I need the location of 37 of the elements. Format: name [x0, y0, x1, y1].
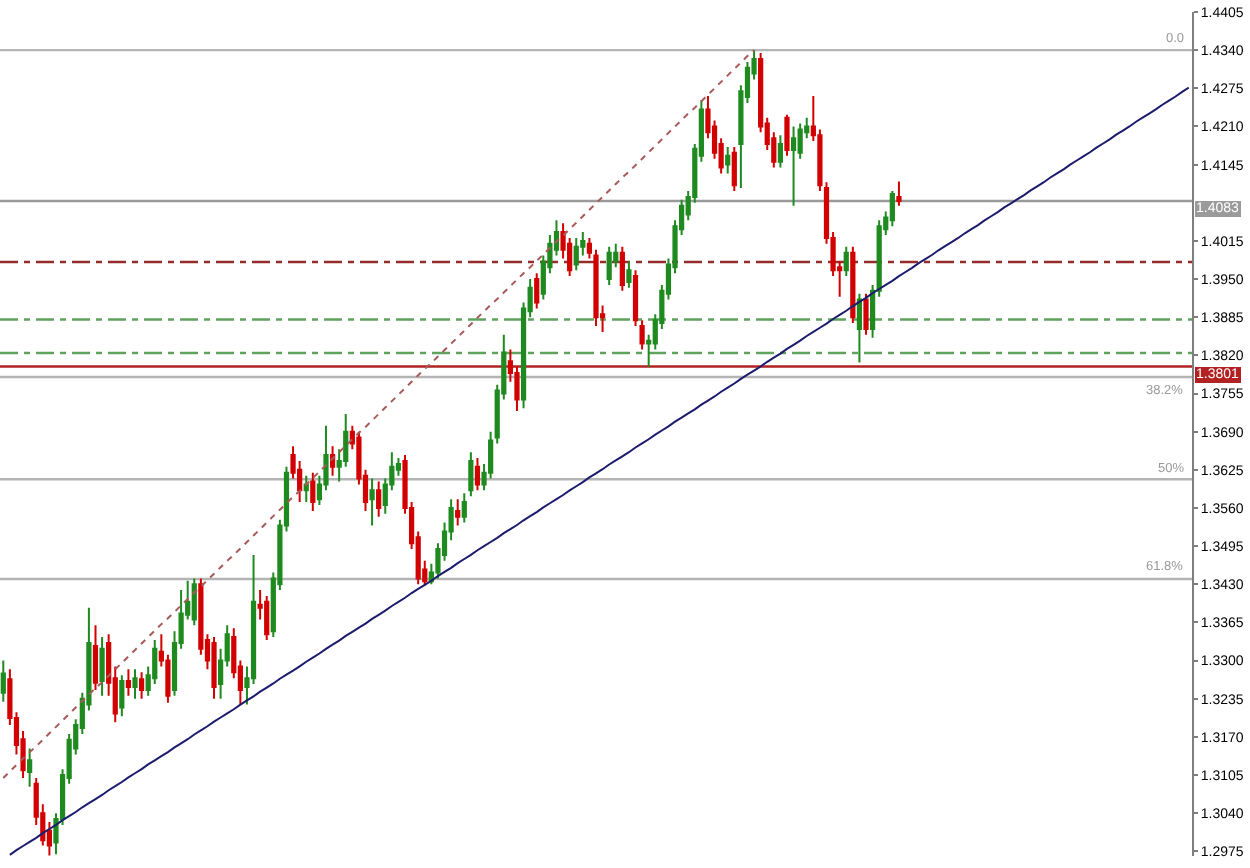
candlestick — [99, 636, 105, 697]
candlestick — [474, 457, 481, 492]
candlestick — [310, 471, 316, 512]
candlestick — [264, 595, 270, 642]
candlestick — [132, 668, 138, 700]
candlestick — [777, 134, 784, 169]
candlestick — [461, 492, 467, 524]
candlestick — [27, 747, 33, 788]
candlestick — [92, 624, 99, 691]
candlestick — [534, 272, 540, 310]
candlestick — [626, 260, 632, 289]
candlestick — [0, 659, 6, 703]
candlestick — [191, 577, 197, 627]
line-series — [8, 86, 1190, 856]
candlestick — [863, 292, 869, 336]
candlestick — [731, 146, 737, 193]
candlestick — [138, 671, 145, 700]
candlestick — [468, 451, 474, 498]
candlestick — [573, 236, 579, 272]
candlestick — [725, 146, 731, 175]
candlestick — [850, 245, 856, 325]
candlestick — [119, 674, 125, 718]
line-series — [2, 49, 756, 779]
candlestick — [856, 292, 863, 364]
candlestick — [619, 245, 625, 292]
candlestick — [889, 190, 895, 228]
candlestick — [606, 245, 612, 286]
candlestick — [211, 636, 217, 700]
candlestick — [790, 125, 797, 207]
candlestick — [303, 474, 309, 504]
candlestick — [784, 113, 790, 157]
candlestick — [455, 498, 461, 527]
candlestick — [369, 477, 375, 527]
candlestick — [376, 480, 382, 518]
candlestick — [843, 245, 849, 278]
candlestick — [896, 180, 902, 207]
candlestick — [125, 668, 132, 697]
